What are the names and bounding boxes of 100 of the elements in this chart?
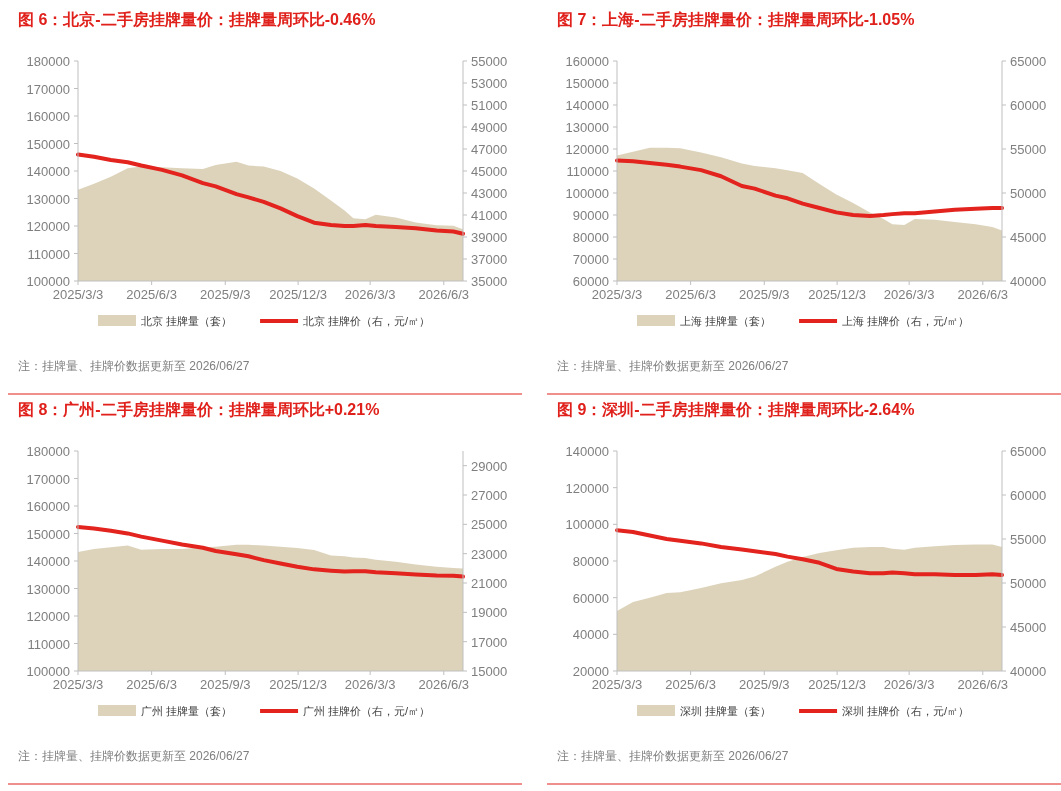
y-tick-label: 140000	[565, 98, 609, 113]
legend-label: 广州 挂牌价（右，元/㎡）	[303, 705, 431, 717]
y2-tick-label: 40000	[1010, 664, 1047, 679]
chart-title: 图 7：上海-二手房挂牌量价：挂牌量周环比-1.05%	[557, 10, 915, 28]
x-tick-label: 2025/3/3	[591, 287, 643, 302]
y-tick-label: 160000	[26, 109, 70, 124]
y-tick-label: 60000	[572, 274, 609, 289]
y-tick-label: 90000	[572, 208, 609, 223]
x-tick-label: 2026/6/3	[957, 287, 1009, 302]
y2-tick-label: 60000	[1010, 98, 1047, 113]
chart-title: 图 8：广州-二手房挂牌量价：挂牌量周环比+0.21%	[18, 400, 380, 418]
x-tick-label: 2025/3/3	[591, 677, 643, 692]
y-tick-label: 70000	[572, 252, 609, 267]
line-series	[76, 152, 465, 236]
y-tick-label: 120000	[26, 609, 70, 624]
x-tick-label: 2025/12/3	[269, 287, 328, 302]
y-tick-label: 80000	[572, 230, 609, 245]
line-series	[76, 524, 465, 579]
y2-tick-label: 55000	[1010, 142, 1047, 157]
y2-tick-label: 45000	[1010, 620, 1047, 635]
y-tick-label: 160000	[565, 54, 609, 69]
legend-label: 上海 挂牌量（套）	[680, 315, 772, 327]
x-tick-label: 2026/6/3	[957, 677, 1009, 692]
y-tick-label: 120000	[565, 142, 609, 157]
y-tick-label: 150000	[565, 76, 609, 91]
y-tick-label: 130000	[26, 581, 70, 597]
legend-label: 北京 挂牌量（套）	[141, 315, 233, 327]
x-tick-label: 2025/9/3	[199, 287, 251, 302]
y-tick-label: 180000	[26, 444, 70, 459]
y2-tick-label: 65000	[1010, 54, 1047, 69]
y-tick-label: 100000	[26, 664, 70, 679]
y-tick-label: 140000	[26, 554, 70, 569]
chart-title: 图 9：深圳-二手房挂牌量价：挂牌量周环比-2.64%	[557, 400, 915, 418]
x-tick-label: 2025/6/3	[665, 287, 716, 302]
x-tick-label: 2025/9/3	[738, 677, 790, 692]
x-tick-label: 2026/3/3	[883, 287, 935, 302]
text: 注：挂牌量、挂牌价数据更新至 2026/06/27	[18, 749, 250, 763]
y2-tick-label: 29000	[471, 458, 508, 474]
y-tick-label: 110000	[566, 164, 609, 179]
y2-tick-label: 49000	[471, 120, 508, 135]
y2-tick-label: 27000	[471, 488, 508, 503]
y2-tick-label: 39000	[471, 230, 508, 245]
y2-tick-label: 65000	[1010, 444, 1047, 459]
line-series	[615, 528, 1004, 578]
legend-label: 广州 挂牌量（套）	[141, 705, 233, 717]
y-tick-label: 20000	[572, 664, 609, 679]
x-tick-label: 2025/12/3	[808, 677, 867, 692]
y-tick-label: 150000	[26, 526, 70, 542]
x-tick-label: 2025/3/3	[52, 287, 104, 302]
chart-title: 图 6：北京-二手房挂牌量价：挂牌量周环比-0.46%	[18, 10, 376, 28]
y-tick-label: 110000	[27, 246, 70, 262]
y2-tick-label: 19000	[471, 605, 508, 621]
y2-tick-label: 23000	[471, 546, 508, 562]
y2-tick-label: 40000	[1010, 274, 1047, 289]
y2-tick-label: 53000	[471, 76, 508, 91]
y2-tick-label: 41000	[471, 208, 508, 223]
legend-label: 北京 挂牌价（右，元/㎡）	[303, 315, 431, 327]
y-tick-label: 140000	[26, 164, 70, 179]
y2-tick-label: 43000	[471, 186, 508, 201]
y2-tick-label: 15000	[471, 664, 508, 679]
legend-label: 上海 挂牌价（右，元/㎡）	[842, 315, 970, 327]
y-tick-label: 130000	[26, 191, 70, 207]
x-tick-label: 2026/3/3	[883, 677, 935, 692]
x-tick-label: 2025/6/3	[665, 677, 716, 692]
x-tick-label: 2026/6/3	[418, 677, 470, 692]
x-tick-label: 2025/9/3	[199, 677, 251, 692]
y-tick-label: 130000	[565, 120, 609, 135]
y-tick-label: 120000	[565, 480, 609, 496]
y2-tick-label: 17000	[471, 634, 508, 650]
y-tick-label: 180000	[26, 54, 70, 69]
y2-tick-label: 51000	[471, 98, 508, 113]
line-series	[615, 158, 1004, 218]
y-tick-label: 40000	[572, 627, 609, 643]
x-tick-label: 2026/3/3	[344, 287, 396, 302]
x-tick-label: 2025/12/3	[808, 287, 867, 302]
y-tick-label: 140000	[565, 444, 609, 459]
legend-label: 深圳 挂牌价（右，元/㎡）	[842, 705, 970, 717]
text: 注：挂牌量、挂牌价数据更新至 2026/06/27	[18, 359, 250, 373]
x-tick-label: 2025/9/3	[738, 287, 790, 302]
legend-label: 深圳 挂牌量（套）	[680, 705, 772, 717]
y2-tick-label: 21000	[471, 576, 508, 591]
text: 注：挂牌量、挂牌价数据更新至 2026/06/27	[557, 749, 789, 763]
y-tick-label: 160000	[26, 499, 70, 514]
y-tick-label: 150000	[26, 136, 70, 152]
y-tick-label: 120000	[26, 219, 70, 234]
x-tick-label: 2025/6/3	[126, 287, 177, 302]
x-tick-label: 2026/3/3	[344, 677, 396, 692]
x-tick-label: 2025/3/3	[52, 677, 104, 692]
y2-tick-label: 55000	[1010, 532, 1047, 547]
y-tick-label: 100000	[565, 186, 609, 201]
y-tick-label: 110000	[27, 636, 70, 652]
x-tick-label: 2026/6/3	[418, 287, 470, 302]
text: 注：挂牌量、挂牌价数据更新至 2026/06/27	[557, 359, 789, 373]
y2-tick-label: 47000	[471, 142, 508, 157]
y-tick-label: 100000	[565, 517, 609, 533]
y-tick-label: 60000	[572, 590, 609, 606]
y2-tick-label: 35000	[471, 274, 508, 289]
x-tick-label: 2025/12/3	[269, 677, 328, 692]
y2-tick-label: 45000	[471, 164, 508, 179]
y-tick-label: 170000	[26, 81, 70, 97]
